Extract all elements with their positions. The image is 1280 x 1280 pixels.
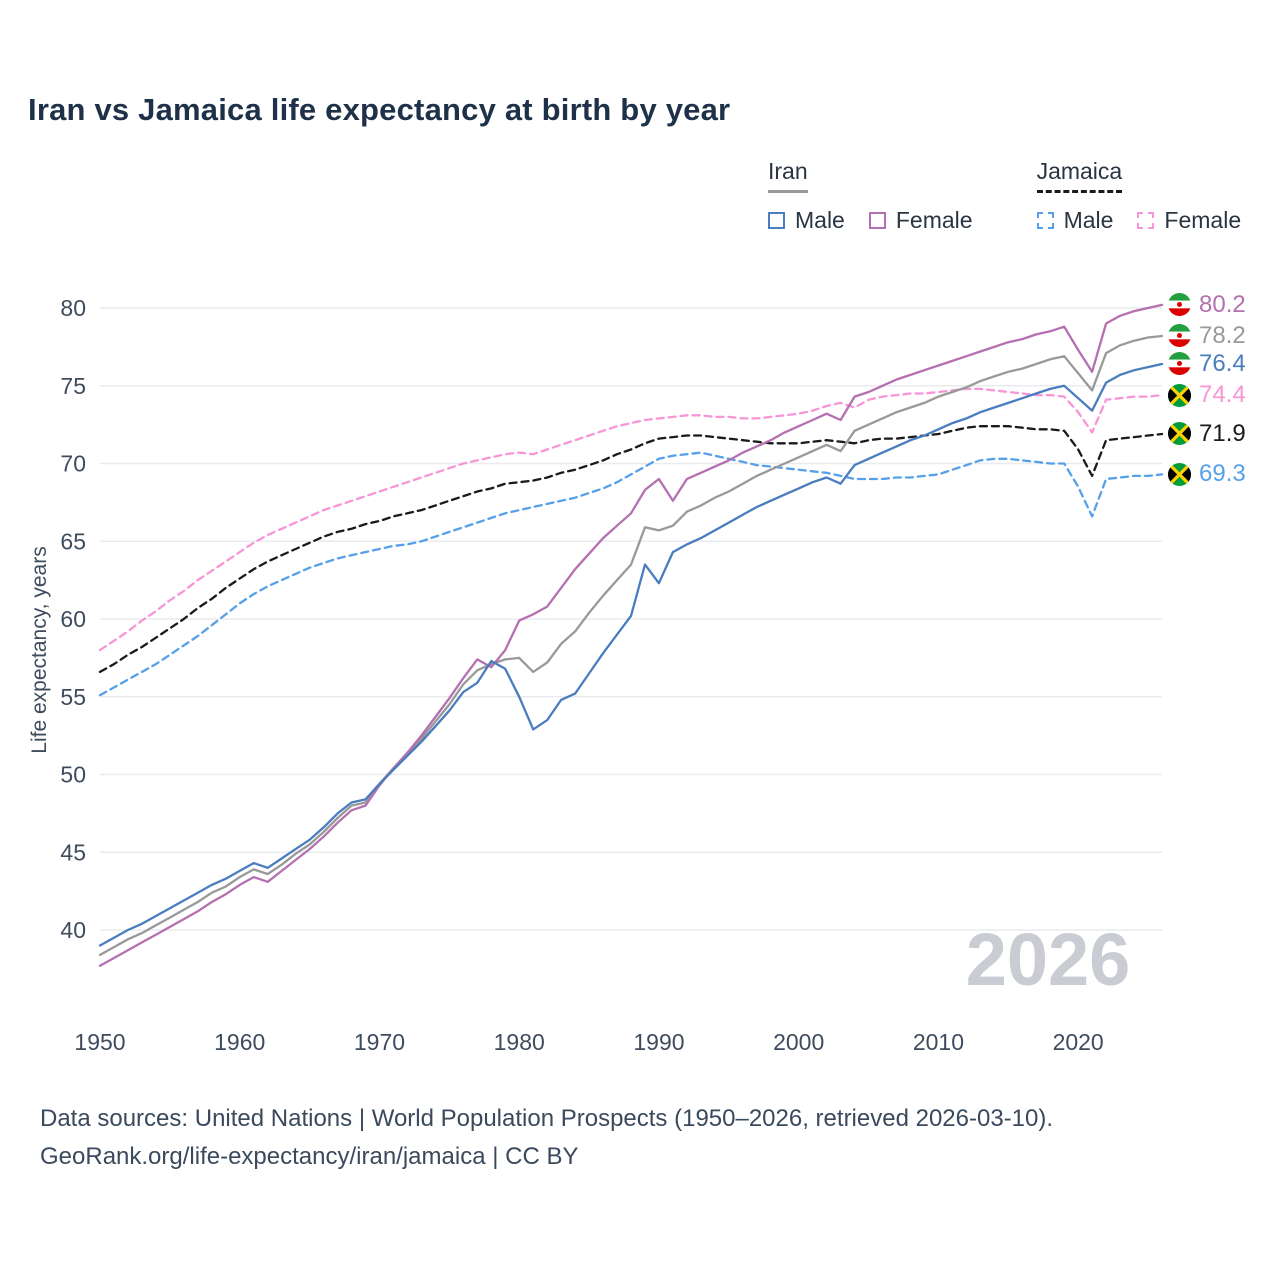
legend-group-iran: Iran Male Female (768, 158, 987, 234)
legend-iran-male-label: Male (795, 207, 845, 233)
end-label-value-jamaica_female: 74.4 (1199, 381, 1246, 409)
end-label-iran_male: 76.4 (1168, 350, 1246, 378)
y-tick-80: 80 (60, 295, 86, 321)
y-axis-label: Life expectancy, years (28, 546, 51, 753)
y-tick-45: 45 (60, 839, 86, 865)
end-label-value-iran_male: 76.4 (1199, 349, 1246, 377)
legend-jamaica-title: Jamaica (1036, 158, 1123, 193)
legend-jamaica-female-swatch (1137, 212, 1155, 229)
legend-iran-items: Male Female (768, 207, 987, 234)
legend-jamaica-male-swatch (1036, 212, 1054, 229)
jamaica-flag-icon (1168, 422, 1191, 446)
end-label-iran_total: 78.2 (1168, 322, 1246, 350)
legend-jamaica-male-label: Male (1063, 207, 1114, 233)
end-label-jamaica_total: 71.9 (1168, 420, 1246, 448)
end-label-value-jamaica_male: 69.3 (1199, 460, 1246, 488)
x-tick-1970: 1970 (354, 1029, 405, 1055)
watermark-year: 2026 (966, 918, 1131, 1001)
y-tick-65: 65 (60, 528, 86, 554)
chart-title: Iran vs Jamaica life expectancy at birth… (28, 92, 731, 127)
x-tick-1950: 1950 (74, 1029, 125, 1055)
end-label-iran_female: 80.2 (1168, 291, 1246, 319)
iran-flag-icon (1168, 293, 1191, 317)
legend-jamaica-items: Male Female (1036, 207, 1256, 234)
series-line-iran_male (98, 362, 1164, 947)
x-tick-2020: 2020 (1053, 1029, 1104, 1055)
y-tick-75: 75 (60, 373, 86, 399)
x-tick-1960: 1960 (214, 1029, 265, 1055)
jamaica-flag-icon (1168, 462, 1191, 486)
iran-flag-icon (1168, 324, 1191, 348)
y-tick-60: 60 (60, 606, 86, 632)
y-tick-55: 55 (60, 684, 86, 710)
end-label-jamaica_male: 69.3 (1168, 460, 1246, 488)
chart-footer: Data sources: United Nations | World Pop… (40, 1100, 1053, 1176)
footer-source: Data sources: United Nations | World Pop… (40, 1105, 1054, 1132)
series-line-jamaica_female (98, 387, 1164, 652)
series-line-iran_total (98, 334, 1164, 957)
legend-iran-female-swatch (868, 212, 886, 229)
iran-flag-icon (1168, 352, 1191, 376)
end-label-value-iran_total: 78.2 (1199, 321, 1246, 349)
legend: Iran Male Female Jamaica Male Female (768, 158, 1255, 234)
series-line-iran_female (98, 303, 1164, 967)
end-label-value-iran_female: 80.2 (1199, 290, 1246, 318)
series-line-jamaica_total (98, 425, 1164, 674)
y-tick-50: 50 (60, 762, 86, 788)
legend-jamaica-female-label: Female (1164, 207, 1242, 233)
x-tick-2000: 2000 (773, 1029, 824, 1055)
x-tick-2010: 2010 (913, 1029, 964, 1055)
jamaica-flag-icon (1168, 383, 1191, 407)
x-tick-1980: 1980 (494, 1029, 545, 1055)
end-label-value-jamaica_total: 71.9 (1199, 419, 1246, 447)
series-line-jamaica_male (98, 451, 1164, 697)
chart-svg: 40 45 50 55 60 65 70 75 80 1950 1960 1970 1980 1990 20… (28, 295, 1164, 1055)
legend-iran-female-label: Female (895, 207, 973, 233)
y-tick-70: 70 (60, 451, 86, 477)
x-tick-1990: 1990 (633, 1029, 684, 1055)
legend-iran-title: Iran (768, 158, 808, 193)
legend-iran-male-swatch (768, 212, 785, 229)
y-tick-40: 40 (60, 917, 86, 943)
footer-attribution: GeoRank.org/life-expectancy/iran/jamaica… (40, 1143, 579, 1170)
legend-group-jamaica: Jamaica Male Female (1036, 158, 1256, 234)
end-label-jamaica_female: 74.4 (1168, 381, 1246, 409)
